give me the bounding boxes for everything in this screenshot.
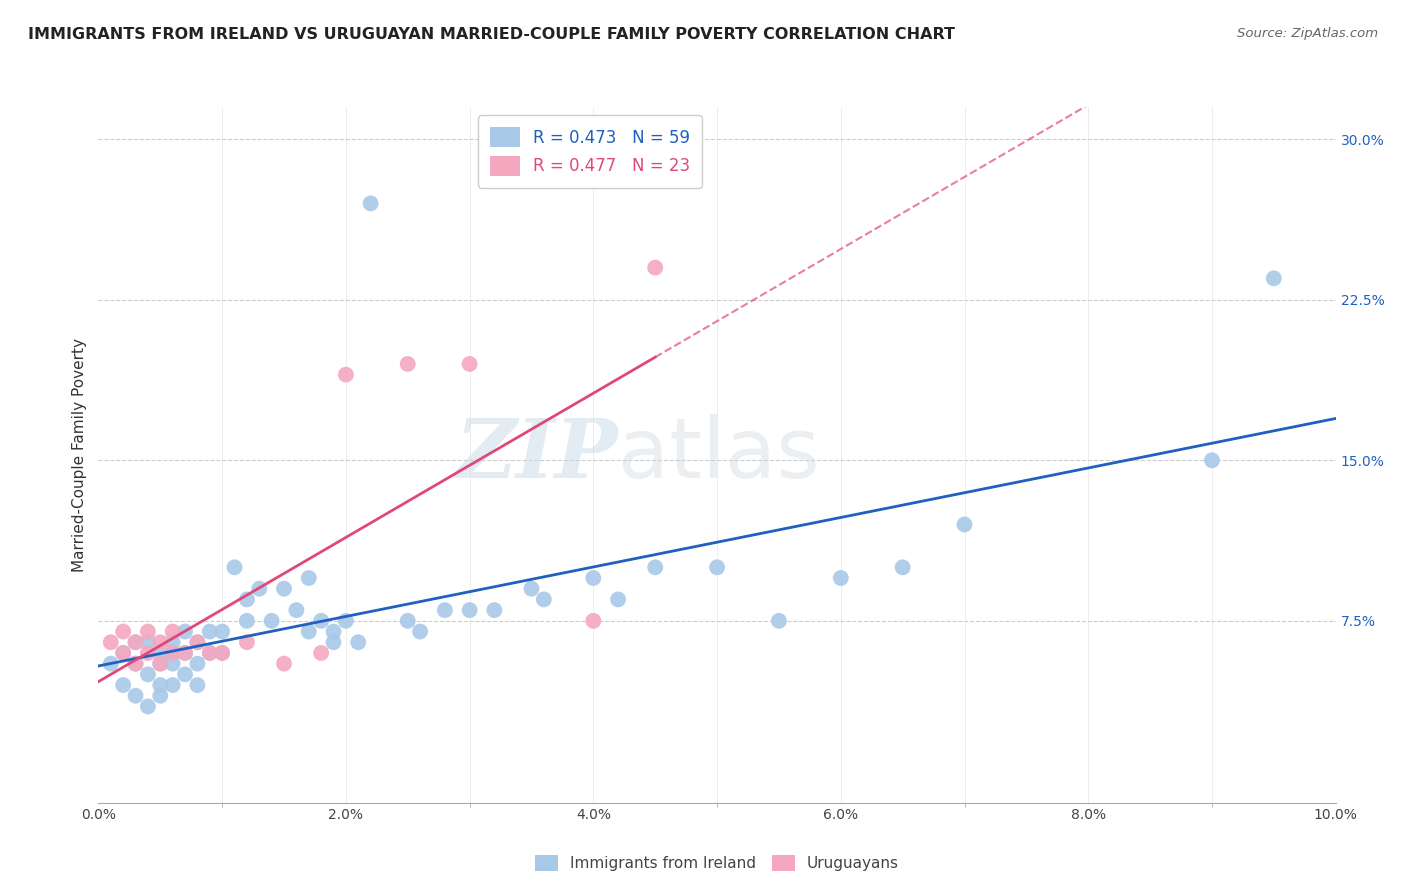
Point — [112, 624, 135, 639]
Point — [162, 646, 184, 660]
Point — [396, 357, 419, 371]
Point — [186, 635, 208, 649]
Point — [149, 657, 172, 671]
Point — [396, 614, 419, 628]
Point — [458, 357, 481, 371]
Point — [582, 571, 605, 585]
Point — [112, 646, 135, 660]
Point — [112, 646, 135, 660]
Point — [768, 614, 790, 628]
Point — [136, 624, 159, 639]
Point — [309, 614, 332, 628]
Point — [136, 646, 159, 660]
Point — [953, 517, 976, 532]
Point — [458, 603, 481, 617]
Point — [124, 657, 146, 671]
Point — [273, 657, 295, 671]
Point — [533, 592, 555, 607]
Point — [706, 560, 728, 574]
Point — [1263, 271, 1285, 285]
Point — [136, 635, 159, 649]
Point — [285, 603, 308, 617]
Point — [186, 678, 208, 692]
Point — [211, 646, 233, 660]
Point — [236, 635, 259, 649]
Point — [149, 678, 172, 692]
Point — [162, 678, 184, 692]
Point — [335, 614, 357, 628]
Text: ZIP: ZIP — [456, 415, 619, 495]
Point — [236, 592, 259, 607]
Point — [149, 689, 172, 703]
Point — [520, 582, 543, 596]
Point — [309, 646, 332, 660]
Point — [1201, 453, 1223, 467]
Point — [124, 689, 146, 703]
Point — [100, 657, 122, 671]
Point — [198, 646, 221, 660]
Point — [174, 646, 197, 660]
Point — [100, 635, 122, 649]
Point — [433, 603, 456, 617]
Point — [136, 699, 159, 714]
Point — [409, 624, 432, 639]
Point — [360, 196, 382, 211]
Point — [174, 667, 197, 681]
Point — [162, 657, 184, 671]
Point — [236, 614, 259, 628]
Point — [186, 635, 208, 649]
Text: IMMIGRANTS FROM IRELAND VS URUGUAYAN MARRIED-COUPLE FAMILY POVERTY CORRELATION C: IMMIGRANTS FROM IRELAND VS URUGUAYAN MAR… — [28, 27, 955, 42]
Point — [644, 560, 666, 574]
Point — [136, 667, 159, 681]
Point — [224, 560, 246, 574]
Y-axis label: Married-Couple Family Poverty: Married-Couple Family Poverty — [72, 338, 87, 572]
Point — [322, 624, 344, 639]
Point — [260, 614, 283, 628]
Point — [607, 592, 630, 607]
Point — [162, 646, 184, 660]
Point — [298, 624, 321, 639]
Point — [149, 657, 172, 671]
Point — [112, 678, 135, 692]
Point — [830, 571, 852, 585]
Legend: Immigrants from Ireland, Uruguayans: Immigrants from Ireland, Uruguayans — [527, 847, 907, 879]
Point — [198, 646, 221, 660]
Point — [211, 646, 233, 660]
Point — [247, 582, 270, 596]
Point — [298, 571, 321, 585]
Point — [186, 657, 208, 671]
Point — [124, 635, 146, 649]
Point — [335, 368, 357, 382]
Text: Source: ZipAtlas.com: Source: ZipAtlas.com — [1237, 27, 1378, 40]
Text: atlas: atlas — [619, 415, 820, 495]
Point — [198, 624, 221, 639]
Point — [174, 646, 197, 660]
Point — [162, 624, 184, 639]
Point — [149, 635, 172, 649]
Point — [162, 635, 184, 649]
Point — [149, 646, 172, 660]
Point — [644, 260, 666, 275]
Point — [322, 635, 344, 649]
Point — [174, 624, 197, 639]
Point — [347, 635, 370, 649]
Point — [484, 603, 506, 617]
Point — [582, 614, 605, 628]
Point — [124, 657, 146, 671]
Point — [211, 624, 233, 639]
Point — [273, 582, 295, 596]
Point — [891, 560, 914, 574]
Point — [124, 635, 146, 649]
